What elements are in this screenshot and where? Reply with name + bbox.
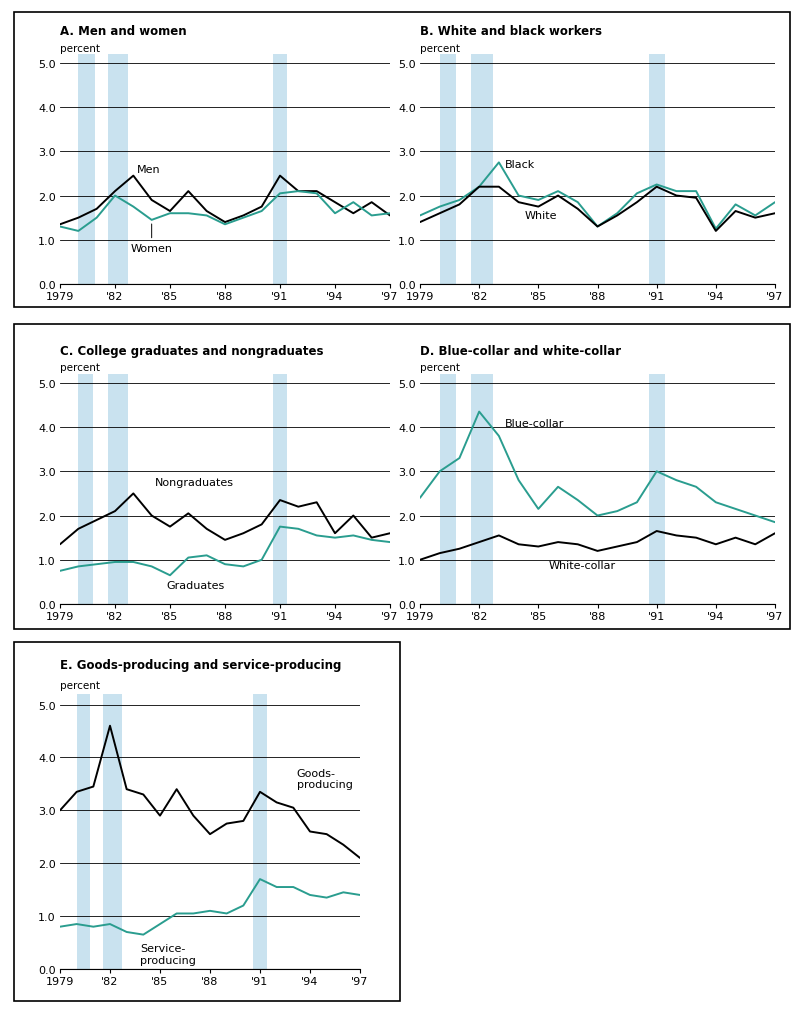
Text: Women: Women xyxy=(130,224,173,254)
Bar xyxy=(254,695,266,969)
Bar xyxy=(471,375,493,605)
Text: D. Blue-collar and white-collar: D. Blue-collar and white-collar xyxy=(420,345,621,358)
Bar xyxy=(471,55,493,285)
Text: Blue-collar: Blue-collar xyxy=(505,419,564,429)
Bar xyxy=(108,375,128,605)
Bar xyxy=(78,55,95,285)
Bar xyxy=(649,55,665,285)
Text: Black: Black xyxy=(505,160,535,170)
Bar xyxy=(108,55,128,285)
Text: percent: percent xyxy=(420,363,460,373)
Bar xyxy=(273,375,287,605)
Text: percent: percent xyxy=(60,363,100,373)
Bar xyxy=(440,55,455,285)
Text: White: White xyxy=(525,211,557,221)
Bar xyxy=(78,375,93,605)
Text: percent: percent xyxy=(420,43,460,54)
Bar xyxy=(77,695,90,969)
Bar xyxy=(440,375,455,605)
Text: Graduates: Graduates xyxy=(166,581,225,590)
Text: percent: percent xyxy=(60,680,100,691)
Bar xyxy=(649,375,665,605)
Text: White-collar: White-collar xyxy=(548,560,615,570)
Text: C. College graduates and nongraduates: C. College graduates and nongraduates xyxy=(60,345,323,358)
Text: percent: percent xyxy=(60,43,100,54)
Bar xyxy=(273,55,287,285)
Text: A. Men and women: A. Men and women xyxy=(60,25,186,38)
Text: E. Goods-producing and service-producing: E. Goods-producing and service-producing xyxy=(60,658,342,671)
Text: Men: Men xyxy=(137,165,161,175)
Text: Goods-
producing: Goods- producing xyxy=(297,768,353,790)
Text: Service-
producing: Service- producing xyxy=(140,943,196,966)
Text: B. White and black workers: B. White and black workers xyxy=(420,25,602,38)
Text: Nongraduates: Nongraduates xyxy=(155,478,234,488)
Bar xyxy=(103,695,122,969)
